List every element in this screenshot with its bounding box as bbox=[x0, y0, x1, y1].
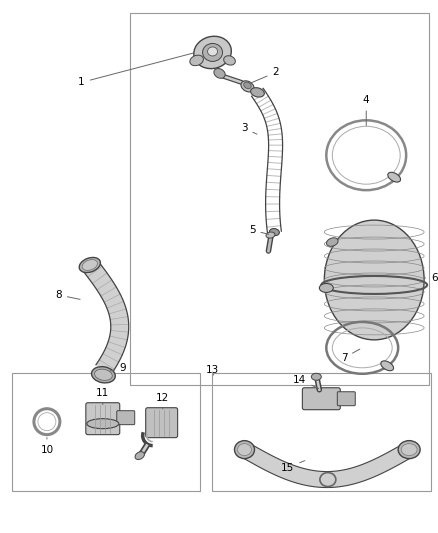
Ellipse shape bbox=[381, 361, 394, 371]
Ellipse shape bbox=[190, 55, 203, 66]
Text: 3: 3 bbox=[241, 123, 257, 134]
Ellipse shape bbox=[326, 238, 338, 246]
Ellipse shape bbox=[224, 56, 235, 65]
Ellipse shape bbox=[135, 451, 145, 459]
Ellipse shape bbox=[208, 47, 218, 56]
Text: 1: 1 bbox=[78, 53, 193, 87]
Ellipse shape bbox=[214, 69, 225, 78]
Text: 14: 14 bbox=[293, 375, 319, 389]
FancyBboxPatch shape bbox=[302, 387, 340, 410]
Bar bbox=[212, 373, 431, 490]
Polygon shape bbox=[240, 443, 413, 488]
Text: 11: 11 bbox=[96, 387, 110, 405]
Ellipse shape bbox=[266, 232, 275, 238]
Bar bbox=[130, 13, 429, 385]
Text: 8: 8 bbox=[55, 290, 80, 300]
FancyBboxPatch shape bbox=[86, 403, 120, 434]
Ellipse shape bbox=[87, 419, 119, 429]
Text: 13: 13 bbox=[206, 365, 219, 375]
FancyBboxPatch shape bbox=[146, 408, 178, 438]
Ellipse shape bbox=[269, 229, 279, 236]
Ellipse shape bbox=[388, 172, 400, 182]
Ellipse shape bbox=[311, 373, 321, 380]
Ellipse shape bbox=[324, 220, 424, 340]
Ellipse shape bbox=[92, 367, 115, 383]
Text: 5: 5 bbox=[249, 225, 269, 235]
Ellipse shape bbox=[241, 81, 254, 92]
Ellipse shape bbox=[401, 443, 417, 456]
Text: 4: 4 bbox=[363, 95, 370, 125]
Ellipse shape bbox=[244, 82, 251, 88]
FancyBboxPatch shape bbox=[337, 392, 355, 406]
Ellipse shape bbox=[194, 36, 231, 69]
Ellipse shape bbox=[203, 44, 223, 61]
Ellipse shape bbox=[82, 260, 98, 270]
FancyBboxPatch shape bbox=[117, 411, 135, 425]
Ellipse shape bbox=[251, 87, 264, 97]
Ellipse shape bbox=[319, 284, 333, 293]
Ellipse shape bbox=[79, 257, 100, 272]
Ellipse shape bbox=[95, 369, 112, 381]
Text: 6: 6 bbox=[424, 273, 438, 283]
Bar bbox=[12, 373, 200, 490]
Text: 10: 10 bbox=[40, 438, 53, 455]
Text: 2: 2 bbox=[250, 67, 279, 83]
Text: 7: 7 bbox=[341, 349, 360, 363]
Text: 9: 9 bbox=[110, 363, 127, 373]
Polygon shape bbox=[83, 260, 129, 375]
Text: 15: 15 bbox=[281, 461, 305, 473]
Text: 12: 12 bbox=[156, 393, 169, 409]
Ellipse shape bbox=[398, 441, 420, 458]
Ellipse shape bbox=[234, 441, 254, 458]
Ellipse shape bbox=[237, 443, 251, 456]
